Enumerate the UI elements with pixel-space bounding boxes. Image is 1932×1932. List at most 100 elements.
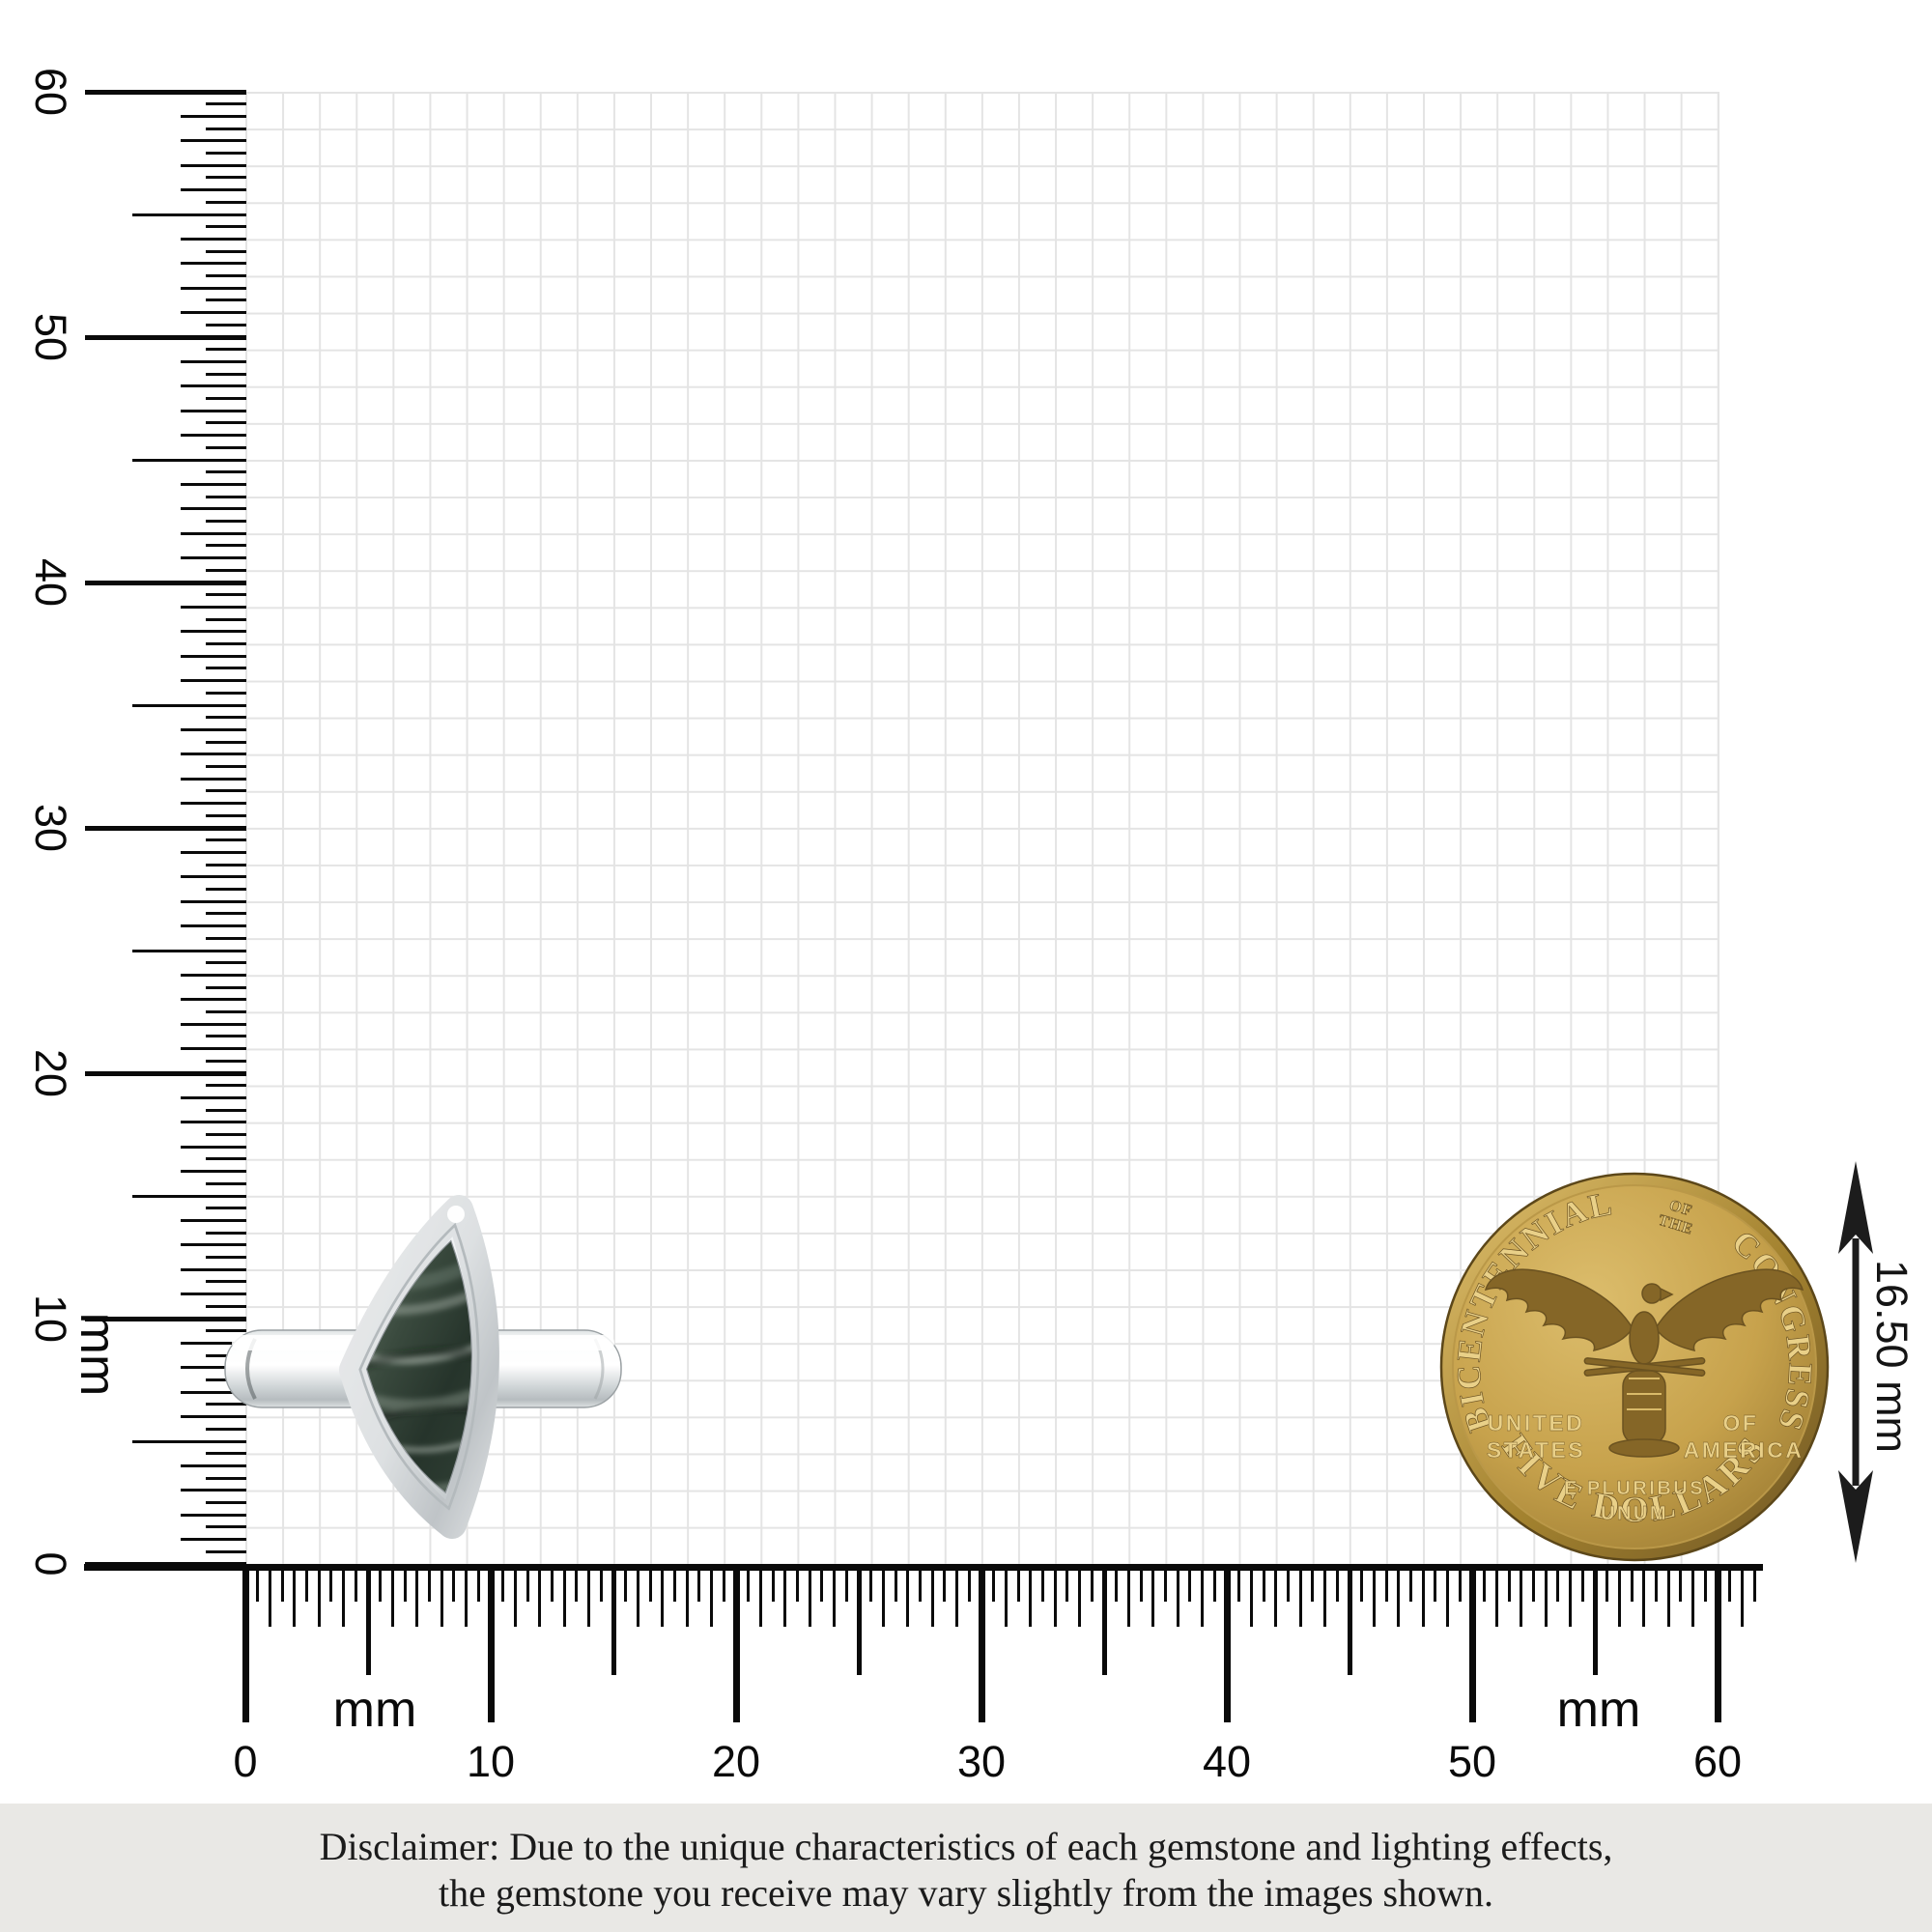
- ruler-tick: [685, 1565, 689, 1627]
- ruler-tick: [1752, 1565, 1756, 1602]
- ruler-tick: [85, 1070, 246, 1076]
- ruler-tick: [379, 1565, 383, 1602]
- ruler-tick: [206, 765, 246, 768]
- ruler-tick: [820, 1565, 824, 1602]
- ruler-tick: [181, 1218, 246, 1222]
- ruler-tick: [403, 1565, 407, 1602]
- ruler-tick: [206, 1108, 246, 1112]
- ruler-tick: [181, 605, 246, 609]
- ruler-tick: [206, 298, 246, 302]
- ruler-tick: [181, 114, 246, 118]
- ruler-tick: [206, 617, 246, 621]
- ruler-tick: [771, 1565, 775, 1602]
- ruler-tick: [181, 1095, 246, 1099]
- ruler-tick: [181, 1341, 246, 1345]
- ruler-tick: [206, 176, 246, 180]
- coin-text-america: AMERICA: [1684, 1437, 1804, 1463]
- ruler-tick: [206, 1231, 246, 1235]
- ruler-tick: [808, 1565, 811, 1627]
- ruler-tick: [783, 1565, 787, 1627]
- seraphinite-ring-photo: [224, 1195, 622, 1539]
- ruler-tick: [181, 1390, 246, 1394]
- ruler-tick: [881, 1565, 885, 1627]
- ruler-tick: [1468, 1565, 1476, 1722]
- ruler-tick: [206, 249, 246, 253]
- ruler-tick: [919, 1565, 922, 1602]
- ruler-tick: [206, 1501, 246, 1504]
- ruler-tick: [206, 1452, 246, 1456]
- five-dollar-coin-photo: BICENTENNIAL CONGRESS OF THE FIVE DOLLAR…: [1439, 1172, 1830, 1562]
- ruler-tick: [1237, 1565, 1241, 1602]
- ruler-tick: [747, 1565, 751, 1602]
- ruler-tick: [181, 286, 246, 290]
- ruler-tick: [206, 667, 246, 670]
- ruler-tick: [132, 1439, 246, 1443]
- ruler-tick: [1041, 1565, 1044, 1602]
- coin-text-unum: UNUM: [1601, 1503, 1668, 1524]
- ruler-tick: [1703, 1565, 1707, 1602]
- ruler-tick: [85, 89, 246, 95]
- ruler-tick: [538, 1565, 542, 1627]
- ruler-tick: [206, 1353, 246, 1357]
- ruler-tick: [206, 1035, 246, 1038]
- ruler-tick: [181, 630, 246, 634]
- ruler-tick: [1090, 1565, 1094, 1602]
- ruler-tick: [1507, 1565, 1511, 1602]
- ruler-tick: [833, 1565, 837, 1627]
- ruler-tick: [181, 654, 246, 658]
- ruler-tick: [1544, 1565, 1548, 1627]
- ruler-tick: [1078, 1565, 1082, 1627]
- ruler-tick: [206, 495, 246, 498]
- ruler-tick: [624, 1565, 628, 1602]
- ruler-tick: [181, 1121, 246, 1124]
- ruler-tick: [1249, 1565, 1253, 1627]
- ruler-tick: [1384, 1565, 1388, 1602]
- disclaimer-line-1: Disclaimer: Due to the unique characteri…: [319, 1825, 1613, 1868]
- ruler-tick: [206, 568, 246, 572]
- ruler-tick: [1115, 1565, 1119, 1602]
- ruler-tick: [181, 139, 246, 143]
- bottom-ruler-label-30: 30: [956, 1737, 1007, 1786]
- ruler-tick: [992, 1565, 996, 1602]
- ruler-tick: [1298, 1565, 1302, 1627]
- ruler-tick: [85, 334, 246, 340]
- ruler-tick: [796, 1565, 799, 1602]
- left-ruler-label-10: 10: [26, 1293, 75, 1344]
- ruler-tick: [1434, 1565, 1437, 1602]
- ruler-tick: [906, 1565, 910, 1627]
- ruler-tick: [181, 1538, 246, 1542]
- ruler-tick: [587, 1565, 591, 1627]
- ruler-tick: [206, 838, 246, 842]
- ruler-tick: [1347, 1565, 1352, 1675]
- ruler-tick: [181, 875, 246, 879]
- ruler-tick: [1642, 1565, 1646, 1627]
- ruler-tick: [415, 1565, 419, 1627]
- bottom-ruler-label-0: 0: [233, 1737, 258, 1786]
- ruler-tick: [1323, 1565, 1327, 1627]
- ruler-tick: [206, 1010, 246, 1013]
- ruler-tick: [1532, 1565, 1535, 1602]
- ruler-tick: [181, 531, 246, 535]
- arrowhead-down: [1838, 1470, 1873, 1563]
- ruler-tick: [710, 1565, 714, 1627]
- ruler-tick: [181, 802, 246, 806]
- ruler-tick: [1101, 1565, 1107, 1675]
- ruler-tick: [242, 1565, 249, 1722]
- ruler-tick: [181, 1489, 246, 1492]
- ruler-tick: [978, 1565, 985, 1722]
- ruler-tick: [206, 372, 246, 376]
- ruler-tick: [575, 1565, 579, 1602]
- bottom-ruler-unit-label-left: mm: [332, 1682, 417, 1738]
- ruler-tick: [206, 348, 246, 352]
- ruler-tick: [181, 753, 246, 756]
- ring-bezel: [339, 1195, 499, 1539]
- ruler-tick: [293, 1565, 297, 1627]
- ruler-tick: [181, 777, 246, 781]
- ruler-tick: [1728, 1565, 1732, 1602]
- bottom-ruler-label-60: 60: [1692, 1737, 1743, 1786]
- ruler-tick: [1065, 1565, 1069, 1602]
- ruler-tick: [636, 1565, 639, 1627]
- ruler-tick: [1446, 1565, 1450, 1627]
- ruler-tick: [452, 1565, 456, 1602]
- ruler-tick: [1691, 1565, 1695, 1627]
